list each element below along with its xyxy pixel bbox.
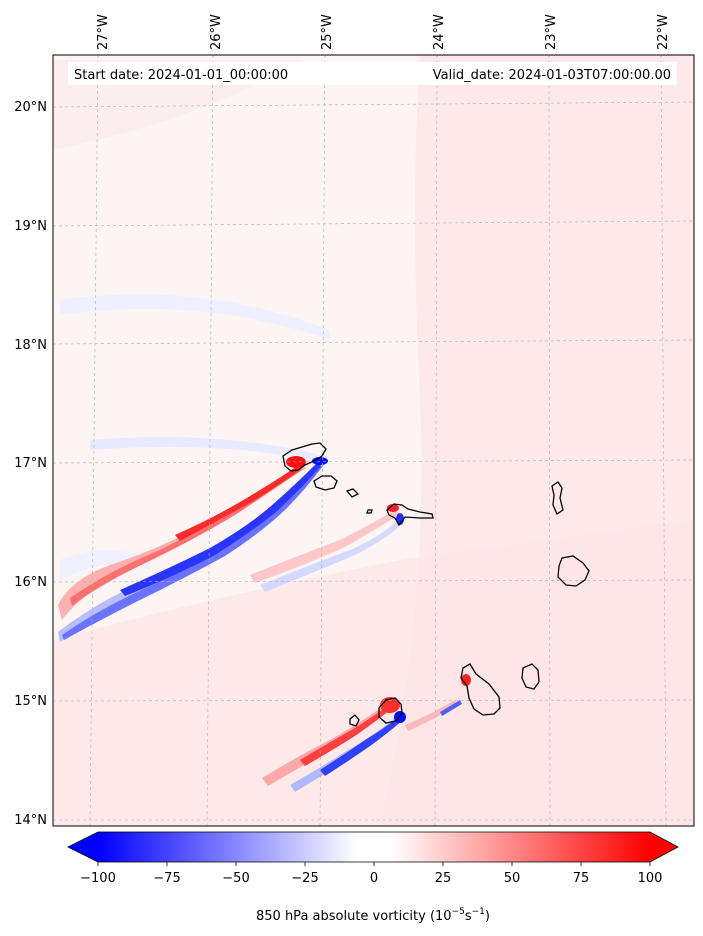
colorbar-tick-label: 0 (370, 871, 378, 886)
wake-red-2 (250, 510, 400, 583)
vorticity-spot-red-2 (387, 504, 399, 512)
meridian-26w (206, 55, 214, 826)
meridian-27w (89, 55, 99, 826)
lat-tick-label: 20°N (14, 100, 47, 115)
vorticity-field (53, 55, 694, 826)
field-negative-streak-3 (60, 550, 150, 580)
lon-tick-label: 25°W (320, 14, 335, 50)
graticule (53, 55, 694, 826)
wake-red-3-core (300, 706, 390, 766)
colorbar-title: 850 hPa absolute vorticity (10−5s−1) (256, 907, 490, 924)
parallel-15n (53, 699, 694, 702)
wake-blue-3-core (320, 716, 403, 776)
parallel-16n (53, 579, 694, 583)
lon-tick-label: 23°W (544, 14, 559, 50)
colorbar-tick-label: −75 (153, 871, 180, 886)
colorbar-tick-label: 50 (504, 871, 521, 886)
island-sal (551, 481, 564, 515)
island-santo-antao (282, 442, 327, 472)
wake-red-4 (405, 700, 458, 731)
field-negative-streak-1 (60, 294, 330, 340)
lon-tick-label: 24°W (432, 14, 447, 50)
parallel-18n (53, 339, 694, 345)
island-maio (521, 663, 540, 690)
colorbar-extend-high (650, 832, 678, 862)
island-branco (366, 509, 373, 514)
colorbar-tick-label: −100 (80, 871, 116, 886)
colorbar-tick-label: 100 (638, 871, 663, 886)
map-frame (52, 54, 695, 827)
colorbar-extend-low (68, 832, 98, 862)
lon-tick-label: 27°W (96, 14, 111, 50)
lat-tick-label: 14°N (14, 813, 47, 828)
start-date-label: Start date: 2024-01-01_00:00:00 (74, 68, 288, 83)
island-boa-vista (557, 555, 590, 587)
lat-tick-label: 15°N (14, 694, 47, 709)
parallel-19n (53, 220, 694, 227)
meridian-23w (548, 55, 551, 826)
island-santiago (460, 663, 501, 716)
coastlines (282, 442, 590, 727)
lat-tick-label: 17°N (14, 456, 47, 471)
meridian-22w (660, 55, 667, 826)
lat-tick-label: 18°N (14, 338, 47, 353)
meridian-25w (319, 55, 326, 826)
field-positive-south (53, 520, 694, 826)
wake-blue-mid-1 (62, 463, 322, 640)
lon-tick-label: 22°W (656, 14, 671, 50)
valid-date-label: Valid_date: 2024-01-03T07:00:00.00 (433, 68, 671, 83)
meridian-24w (434, 55, 438, 826)
lon-tick-label: 26°W (209, 14, 224, 50)
colorbar-tick-label: 75 (573, 871, 590, 886)
wake-blue-4 (440, 700, 462, 716)
vorticity-spot-red-1 (286, 456, 306, 468)
colorbar: −100 −75 −50 −25 0 25 50 75 100 850 hPa absolute… (67, 831, 679, 924)
colorbar-ticks: −100 −75 −50 −25 0 25 50 75 100 (80, 862, 662, 886)
wake-red-mid-1 (70, 465, 302, 606)
island-santa-luzia (345, 488, 360, 498)
island-fogo (378, 697, 403, 724)
lat-tick-label: 16°N (14, 575, 47, 590)
parallel-20n (53, 101, 694, 108)
wake-blue-2 (260, 520, 402, 592)
wake-blue-core-1 (120, 462, 321, 596)
colorbar-tick-label: −25 (291, 871, 318, 886)
colorbar-tick-label: 25 (435, 871, 452, 886)
island-sao-nicolau (386, 503, 434, 527)
colorbar-gradient (98, 832, 650, 862)
island-brava (349, 714, 360, 727)
info-box (68, 62, 677, 85)
parallel-17n (53, 459, 694, 464)
field-negative-streak-2 (90, 437, 320, 462)
island-sao-vicente (313, 475, 338, 491)
colorbar-tick-label: −50 (222, 871, 249, 886)
lat-tick-label: 19°N (14, 219, 47, 234)
wake-red-core-1 (175, 466, 300, 541)
vorticity-spot-red-4 (461, 674, 471, 686)
